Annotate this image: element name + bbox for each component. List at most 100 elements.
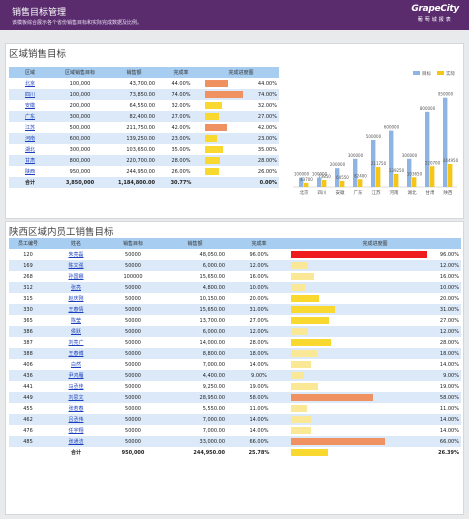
region-link[interactable]: 陕西 bbox=[24, 169, 35, 175]
progress-cell: 32.00% bbox=[203, 100, 279, 111]
name-cell: 刘亮广 bbox=[47, 337, 105, 348]
name-cell: 陈文强 bbox=[47, 260, 105, 271]
progress-cell: 14.00% bbox=[289, 414, 461, 425]
table-row: 河南 600,000 139,250.00 23.00% 23.00% bbox=[9, 133, 279, 144]
region-cell: 湖北 bbox=[9, 144, 51, 155]
app-header: 销售目标管理 该模板综合展示各个省份销售目标和实际完成数据及比例。 GrapeC… bbox=[0, 0, 469, 30]
employee-name-link[interactable]: 刘思文 bbox=[68, 395, 84, 401]
table-row: 169 陈文强 50000 6,000.00 12.00% 12.00% bbox=[9, 260, 461, 271]
rate-cell: 10.00% bbox=[229, 282, 289, 293]
progress-bar bbox=[291, 449, 329, 456]
progress-cell: 28.00% bbox=[289, 337, 461, 348]
target-cell: 50000 bbox=[105, 436, 161, 447]
employee-name-link[interactable]: 朱亮磊 bbox=[68, 252, 84, 258]
column-header: 完成率 bbox=[229, 238, 289, 249]
name-cell: 陈莹 bbox=[47, 315, 105, 326]
employee-name-link[interactable]: 张亮 bbox=[70, 285, 81, 291]
region-cell: 江苏 bbox=[9, 122, 51, 133]
sales-cell: 4,400.00 bbox=[161, 370, 229, 381]
region-link[interactable]: 四川 bbox=[24, 92, 35, 98]
employee-name-link[interactable]: 王春博 bbox=[68, 351, 84, 357]
region-link[interactable]: 江苏 bbox=[24, 125, 35, 131]
table-row: 北京 100,000 43,700.00 44.00% 44.00% bbox=[9, 78, 279, 89]
data-label: 300000 bbox=[348, 153, 364, 158]
employee-name-link[interactable]: 尹鸿雁 bbox=[68, 373, 84, 379]
region-link[interactable]: 广东 bbox=[24, 114, 35, 120]
sales-cell: 14,000.00 bbox=[199, 339, 225, 346]
column-header: 销售目标 bbox=[105, 238, 161, 249]
employee-name-link[interactable]: 马丞佳 bbox=[68, 384, 84, 390]
rate-cell: 23.00% bbox=[159, 133, 203, 144]
legend-label: 实际 bbox=[446, 70, 455, 77]
progress-bar bbox=[291, 317, 330, 324]
employee-id: 169 bbox=[9, 260, 47, 271]
region-link[interactable]: 甘肃 bbox=[24, 158, 35, 164]
table-row: 406 白然 50000 7,000.00 14.00% 14.00% bbox=[9, 359, 461, 370]
employee-name-link[interactable]: 白然 bbox=[70, 362, 81, 368]
data-label: 200000 bbox=[330, 162, 346, 167]
progress-bar bbox=[291, 361, 311, 368]
target-cell: 50000 bbox=[125, 251, 141, 258]
region-cell: 安徽 bbox=[9, 100, 51, 111]
progress-text: 12.00% bbox=[439, 329, 459, 335]
progress-bar bbox=[205, 80, 228, 87]
progress-bar bbox=[291, 284, 306, 291]
employee-name-link[interactable]: 赵庆刚 bbox=[68, 296, 84, 302]
sales-cell: 10,150.00 bbox=[199, 295, 225, 302]
progress-text: 27.00% bbox=[439, 318, 459, 324]
employee-id: 476 bbox=[23, 427, 33, 434]
region-bar-chart: 目标 实际10000043700北京10000073850四川2000006455… bbox=[293, 70, 459, 196]
progress-text: 11.00% bbox=[439, 406, 459, 412]
rate-cell: 96.00% bbox=[249, 251, 269, 258]
employee-name-link[interactable]: 孙国娜 bbox=[68, 274, 84, 280]
employee-name-link[interactable]: 张若春 bbox=[68, 406, 84, 412]
name-cell: 张若春 bbox=[47, 403, 105, 414]
progress-text: 19.00% bbox=[439, 384, 459, 390]
target-cell: 300,000 bbox=[51, 111, 109, 122]
employee-name-link[interactable]: 陈文强 bbox=[68, 263, 84, 269]
employee-name-link[interactable]: 侯跃 bbox=[70, 329, 81, 335]
rate-cell: 27.00% bbox=[249, 317, 269, 324]
progress-text: 9.00% bbox=[443, 373, 459, 379]
column-header: 区域销售目标 bbox=[51, 67, 109, 78]
target-cell: 100,000 bbox=[69, 80, 91, 87]
data-label: 103650 bbox=[407, 171, 423, 176]
progress-cell: 0.00% bbox=[203, 177, 279, 188]
employee-id: 315 bbox=[23, 295, 33, 302]
employee-id: 455 bbox=[23, 405, 33, 412]
data-label: 100000 bbox=[294, 172, 310, 177]
data-label: 300000 bbox=[402, 153, 418, 158]
region-cell: 甘肃 bbox=[9, 155, 51, 166]
employee-name-link[interactable]: 王春情 bbox=[68, 307, 84, 313]
sales-cell: 4,800.00 bbox=[161, 282, 229, 293]
table-row: 312 张亮 50000 4,800.00 10.00% 10.00% bbox=[9, 282, 461, 293]
brand-logo: GrapeCity 葡萄城报表 bbox=[411, 4, 459, 23]
region-link[interactable]: 北京 bbox=[24, 81, 35, 87]
bar-actual bbox=[322, 180, 327, 187]
progress-bar bbox=[205, 113, 220, 120]
target-cell: 50000 bbox=[105, 304, 161, 315]
employee-name-link[interactable]: 任宇翔 bbox=[68, 428, 84, 434]
employee-name-link[interactable]: 刘亮广 bbox=[68, 340, 84, 346]
sales-cell: 7,000.00 bbox=[161, 414, 229, 425]
region-link[interactable]: 河南 bbox=[24, 136, 35, 142]
page-title: 销售目标管理 bbox=[12, 8, 67, 18]
employee-name-link[interactable]: 吕丞伟 bbox=[68, 417, 84, 423]
region-link[interactable]: 安徽 bbox=[24, 103, 35, 109]
progress-bar bbox=[291, 262, 309, 269]
progress-bar bbox=[291, 438, 385, 445]
region-link[interactable]: 湖北 bbox=[24, 147, 35, 153]
progress-cell: 10.00% bbox=[289, 282, 461, 293]
table-row: 120 朱亮磊 50000 48,050.00 96.00% 96.00% bbox=[9, 249, 461, 260]
employee-id: 485 bbox=[9, 436, 47, 447]
progress-cell: 12.00% bbox=[289, 260, 461, 271]
data-label: 800000 bbox=[420, 106, 436, 111]
data-label: 139250 bbox=[389, 168, 405, 173]
table-row: 江苏 500,000 211,750.00 42.00% 42.00% bbox=[9, 122, 279, 133]
total-rate: 30.77% bbox=[159, 177, 203, 188]
column-header: 完成率 bbox=[159, 67, 203, 78]
target-cell: 50000 bbox=[105, 282, 161, 293]
employee-name-link[interactable]: 陈莹 bbox=[70, 318, 81, 324]
employee-name-link[interactable]: 张通洁 bbox=[68, 439, 84, 445]
target-cell: 50000 bbox=[125, 295, 141, 302]
